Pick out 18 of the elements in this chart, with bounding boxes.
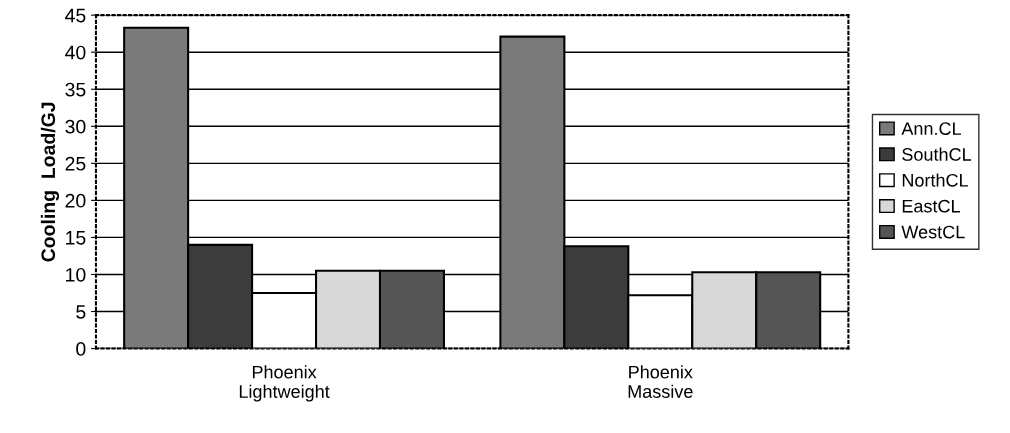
x-tick-label: Phoenix Lightweight — [239, 365, 330, 402]
x-tick-label: Phoenix Massive — [628, 365, 693, 398]
y-tick-label: 5 — [76, 305, 86, 319]
legend-label: SouthCL — [902, 147, 972, 161]
legend-label: EastCL — [902, 199, 960, 213]
y-tick-label: 25 — [65, 156, 86, 171]
y-tick-label: 20 — [65, 193, 86, 208]
y-tick-label: 35 — [65, 82, 86, 97]
y-tick-label: 40 — [65, 45, 86, 60]
legend-label: Ann.CL — [901, 122, 961, 135]
legend-label: WestCL — [901, 225, 965, 239]
y-tick-label: 15 — [66, 231, 86, 245]
y-axis-title: Cooling Load/GJ — [40, 102, 60, 262]
y-tick-label: 0 — [76, 342, 86, 356]
y-tick-label: 30 — [65, 119, 86, 134]
y-tick-label: 10 — [66, 267, 86, 282]
legend-label: NorthCL — [902, 173, 968, 187]
y-tick-label: 45 — [65, 8, 86, 23]
